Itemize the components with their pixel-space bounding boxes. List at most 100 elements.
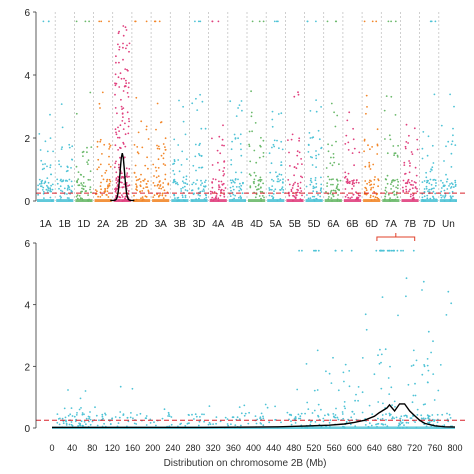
x-tick-label: 3A: [155, 219, 168, 230]
data-point: [200, 166, 203, 169]
data-point: [160, 121, 163, 123]
data-point: [122, 42, 124, 45]
data-point: [137, 131, 140, 134]
data-point: [295, 194, 297, 196]
data-point: [78, 408, 81, 411]
data-point: [145, 183, 148, 185]
data-point: [301, 176, 304, 179]
data-point: [89, 423, 92, 426]
data-point: [218, 184, 220, 187]
data-point: [262, 424, 265, 427]
data-point: [422, 403, 425, 406]
data-point: [297, 185, 300, 188]
data-point: [248, 143, 251, 146]
data-point: [347, 196, 350, 199]
data-point: [204, 179, 207, 182]
data-point: [99, 185, 102, 188]
data-point: [336, 198, 339, 201]
data-point: [296, 388, 299, 391]
data-point: [422, 131, 425, 133]
data-point: [82, 425, 84, 427]
data-point: [280, 173, 283, 176]
data-point: [69, 413, 72, 416]
data-point: [432, 162, 435, 164]
data-point: [337, 194, 339, 196]
x-tick-label: 560: [327, 443, 342, 453]
data-point: [332, 195, 335, 198]
data-point: [158, 195, 160, 197]
data-point: [127, 185, 129, 187]
data-point: [270, 162, 273, 165]
data-point: [334, 414, 337, 416]
data-point: [177, 183, 179, 186]
data-point: [293, 196, 296, 198]
data-point: [351, 180, 353, 182]
data-point: [367, 144, 369, 147]
data-point: [205, 196, 208, 199]
data-point: [406, 182, 409, 185]
data-point: [272, 193, 275, 195]
data-point: [416, 148, 419, 151]
data-point: [317, 415, 320, 418]
data-point: [370, 180, 372, 183]
data-point: [299, 181, 302, 184]
data-point: [190, 189, 193, 192]
data-point: [136, 146, 139, 148]
data-point: [337, 418, 340, 421]
data-point: [81, 197, 83, 200]
data-point: [226, 423, 229, 425]
data-point: [268, 194, 271, 197]
data-point: [197, 424, 200, 427]
data-point: [211, 191, 214, 193]
chromosome-band: [286, 199, 304, 202]
bottom-x-axis-label: Distribution on chromosome 2B (Mb): [164, 458, 327, 469]
data-point: [87, 194, 89, 197]
data-point: [122, 34, 125, 37]
data-point: [448, 413, 451, 416]
data-point: [411, 153, 414, 156]
data-point: [95, 193, 97, 196]
data-point: [441, 182, 444, 184]
data-point: [122, 141, 125, 144]
data-point: [310, 181, 313, 184]
data-point: [232, 193, 235, 196]
data-point: [454, 144, 457, 147]
data-point: [217, 197, 220, 200]
data-point: [311, 136, 314, 139]
data-point: [124, 197, 126, 200]
data-point: [63, 407, 66, 410]
data-point: [78, 424, 81, 426]
data-point: [90, 191, 92, 194]
data-point: [83, 421, 86, 423]
data-point: [273, 190, 275, 193]
data-point: [89, 418, 92, 421]
data-point: [412, 349, 415, 352]
data-point: [449, 417, 452, 419]
data-point: [117, 149, 119, 151]
data-point: [70, 407, 73, 409]
data-point: [335, 187, 338, 190]
data-point: [220, 180, 223, 183]
data-point: [387, 20, 390, 23]
data-point: [434, 20, 437, 23]
data-point: [394, 179, 396, 182]
data-point: [255, 161, 258, 164]
data-point: [182, 186, 184, 189]
data-point: [139, 190, 141, 193]
data-point: [446, 412, 448, 415]
data-point: [286, 411, 289, 414]
data-point: [355, 393, 357, 396]
data-point: [140, 120, 143, 123]
data-point: [307, 408, 310, 410]
data-point: [326, 185, 328, 188]
data-point: [455, 200, 457, 202]
data-point: [133, 194, 135, 197]
data-point: [390, 95, 393, 98]
data-point: [334, 189, 337, 192]
data-point: [268, 187, 271, 189]
data-point: [78, 422, 80, 425]
data-point: [314, 179, 317, 182]
data-point: [393, 417, 395, 420]
data-point: [71, 145, 74, 148]
